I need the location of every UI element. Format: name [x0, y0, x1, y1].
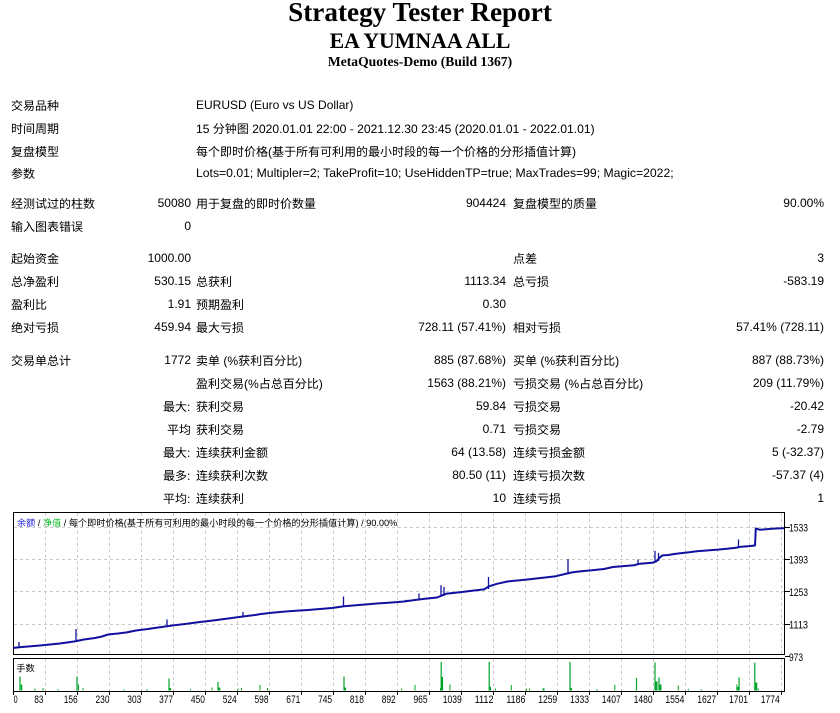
svg-text:1253: 1253	[789, 587, 808, 599]
svg-text:1112: 1112	[475, 694, 494, 706]
svg-text:1627: 1627	[697, 694, 716, 706]
svg-text:1701: 1701	[729, 694, 748, 706]
svg-text:965: 965	[414, 694, 428, 706]
svg-text:818: 818	[350, 694, 364, 706]
svg-text:1407: 1407	[602, 694, 621, 706]
svg-text:377: 377	[159, 694, 173, 706]
svg-text:1186: 1186	[506, 694, 525, 706]
svg-text:1259: 1259	[538, 694, 557, 706]
svg-text:1393: 1393	[789, 554, 808, 566]
svg-text:303: 303	[127, 694, 141, 706]
svg-text:156: 156	[64, 694, 78, 706]
svg-text:230: 230	[96, 694, 110, 706]
svg-text:1533: 1533	[789, 523, 808, 535]
svg-text:1554: 1554	[665, 694, 684, 706]
svg-text:745: 745	[318, 694, 332, 706]
svg-text:1480: 1480	[634, 694, 653, 706]
svg-text:1774: 1774	[761, 694, 780, 706]
svg-text:1039: 1039	[443, 694, 462, 706]
svg-text:892: 892	[382, 694, 396, 706]
svg-text:973: 973	[789, 652, 803, 664]
svg-text:450: 450	[191, 694, 205, 706]
svg-text:0: 0	[14, 694, 18, 706]
svg-text:524: 524	[223, 694, 237, 706]
svg-text:671: 671	[286, 694, 300, 706]
svg-text:1113: 1113	[789, 619, 808, 631]
svg-text:1333: 1333	[570, 694, 589, 706]
svg-text:83: 83	[34, 694, 43, 706]
svg-text:598: 598	[255, 694, 269, 706]
